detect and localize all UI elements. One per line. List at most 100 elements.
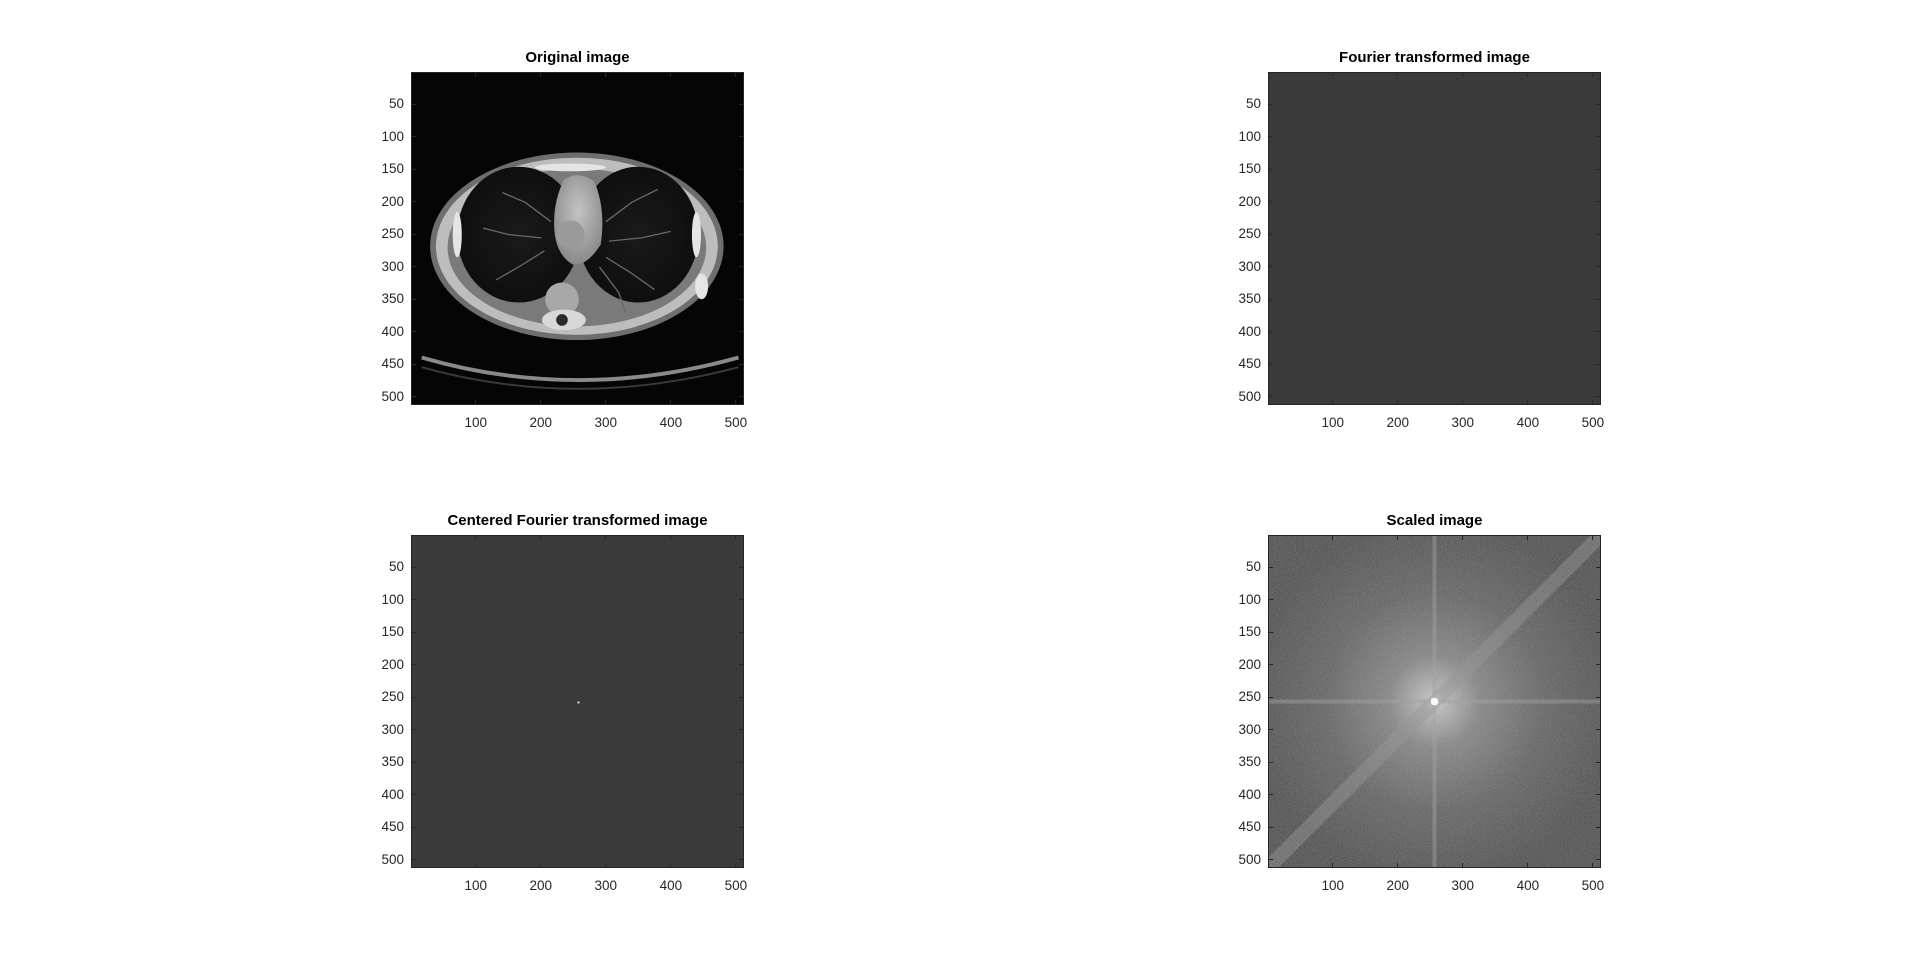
y-tick-mark	[1268, 233, 1273, 235]
center-bright-point	[577, 701, 580, 704]
x-tick-label: 300	[1451, 878, 1475, 893]
y-tick-label: 400	[381, 323, 404, 339]
y-tick-mark	[739, 233, 744, 235]
x-tick-label: 400	[1516, 878, 1540, 893]
y-tick-mark	[411, 566, 416, 568]
x-tick-label: 500	[724, 878, 748, 893]
y-tick-mark	[411, 136, 416, 138]
y-tick-mark	[739, 201, 744, 203]
y-tick-mark	[1596, 331, 1601, 333]
x-tick-mark	[670, 535, 672, 540]
y-tick-label: 300	[381, 721, 404, 737]
y-tick-mark	[411, 794, 416, 796]
y-tick-mark	[739, 794, 744, 796]
y-tick-mark	[1268, 298, 1273, 300]
y-tick-label: 250	[1238, 689, 1261, 705]
x-tick-mark	[1592, 400, 1594, 405]
x-tick-label: 300	[1451, 415, 1475, 430]
x-tick-mark	[1332, 400, 1334, 405]
y-tick-mark	[739, 599, 744, 601]
subplot-title: Fourier transformed image	[1339, 49, 1530, 66]
x-tick-mark	[1332, 72, 1334, 77]
x-tick-mark	[475, 400, 477, 405]
y-tick-mark	[739, 664, 744, 666]
y-tick-mark	[1596, 696, 1601, 698]
y-tick-mark	[1596, 298, 1601, 300]
y-tick-mark	[1596, 396, 1601, 398]
y-tick-label: 450	[1238, 819, 1261, 835]
x-tick-mark	[1397, 863, 1399, 868]
x-tick-mark	[670, 400, 672, 405]
x-tick-label: 100	[464, 878, 487, 893]
y-tick-mark	[1596, 233, 1601, 235]
subplot-fourier: Fourier transformed image 50 100 150 200 250…	[1238, 49, 1604, 430]
y-tick-label: 500	[381, 851, 404, 867]
y-tick-mark	[739, 696, 744, 698]
x-tick-label: 500	[1581, 415, 1605, 430]
y-tick-mark	[411, 363, 416, 365]
y-tick-mark	[739, 168, 744, 170]
y-tick-mark	[411, 696, 416, 698]
y-tick-mark	[1596, 363, 1601, 365]
x-tick-mark	[670, 863, 672, 868]
x-tick-label: 200	[529, 415, 553, 430]
x-tick-mark	[605, 400, 607, 405]
x-tick-mark	[605, 535, 607, 540]
y-tick-mark	[1268, 794, 1273, 796]
y-tick-label: 450	[1238, 356, 1261, 372]
y-tick-label: 50	[1245, 96, 1261, 112]
y-tick-mark	[739, 363, 744, 365]
y-tick-label: 450	[381, 356, 404, 372]
x-tick-label: 100	[464, 415, 487, 430]
y-tick-mark	[1596, 103, 1601, 105]
y-tick-mark	[1596, 794, 1601, 796]
y-tick-mark	[1268, 331, 1273, 333]
x-tick-label: 200	[1386, 878, 1410, 893]
y-tick-label: 500	[1238, 388, 1261, 404]
x-tick-label: 400	[659, 415, 683, 430]
x-tick-mark	[735, 535, 737, 540]
x-tick-label: 500	[1581, 878, 1605, 893]
y-tick-label: 500	[1238, 851, 1261, 867]
y-tick-label: 450	[381, 819, 404, 835]
x-tick-label: 200	[529, 878, 553, 893]
y-tick-mark	[1268, 201, 1273, 203]
y-tick-mark	[411, 201, 416, 203]
y-tick-mark	[739, 331, 744, 333]
y-tick-mark	[1268, 729, 1273, 731]
x-tick-mark	[1462, 400, 1464, 405]
y-tick-mark	[1268, 696, 1273, 698]
y-tick-mark	[739, 103, 744, 105]
x-tick-mark	[670, 72, 672, 77]
y-tick-label: 50	[388, 96, 404, 112]
subplot-scaled: Scaled image	[1238, 512, 1604, 893]
y-tick-label: 150	[1238, 624, 1261, 640]
x-tick-mark	[475, 863, 477, 868]
image-axes	[1268, 72, 1601, 405]
x-tick-label: 100	[1321, 878, 1344, 893]
image-axes	[1268, 535, 1601, 868]
y-tick-mark	[1268, 266, 1273, 268]
subplot-original: Original image	[381, 49, 747, 430]
image-axes	[411, 72, 744, 405]
y-tick-mark	[1268, 826, 1273, 828]
x-tick-label: 300	[594, 415, 618, 430]
y-tick-mark	[739, 859, 744, 861]
y-tick-mark	[1596, 664, 1601, 666]
scaled-fft-image	[1269, 536, 1600, 867]
y-tick-label: 250	[1238, 226, 1261, 242]
y-tick-label: 250	[381, 689, 404, 705]
x-tick-mark	[540, 863, 542, 868]
y-tick-mark	[411, 168, 416, 170]
y-tick-mark	[1596, 729, 1601, 731]
y-tick-label: 300	[1238, 721, 1261, 737]
x-tick-mark	[540, 72, 542, 77]
y-tick-label: 100	[1238, 591, 1261, 607]
y-tick-mark	[739, 396, 744, 398]
x-tick-mark	[735, 72, 737, 77]
y-tick-mark	[411, 761, 416, 763]
x-tick-mark	[1527, 535, 1529, 540]
y-tick-mark	[1268, 136, 1273, 138]
y-tick-label: 400	[381, 786, 404, 802]
x-tick-mark	[1397, 400, 1399, 405]
